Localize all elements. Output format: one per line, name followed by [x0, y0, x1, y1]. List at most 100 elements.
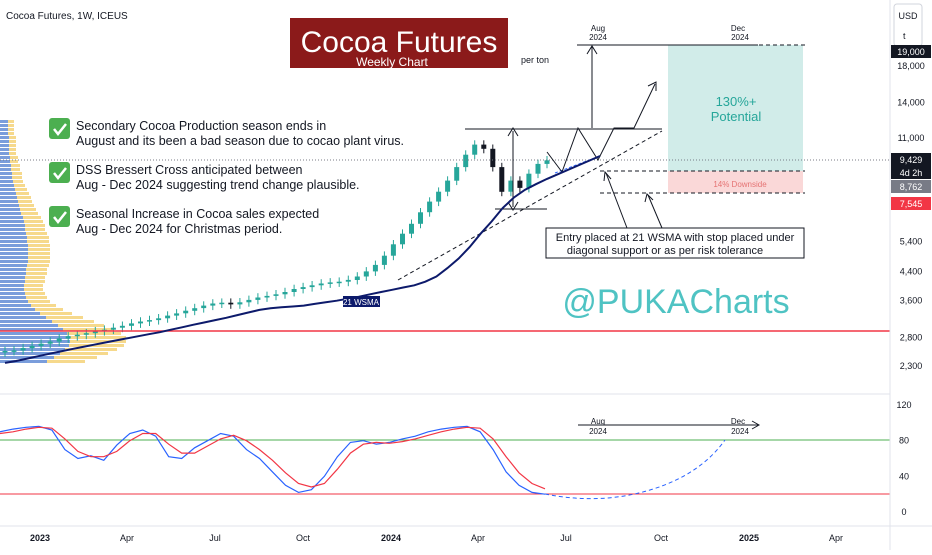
candle-body [156, 318, 162, 321]
candle-body [372, 264, 378, 272]
candle-body [282, 292, 288, 295]
candle-body [336, 281, 342, 284]
projection-arrowhead [647, 81, 657, 91]
aug-dec-osc-arrow [751, 420, 761, 430]
candle-body [445, 180, 451, 192]
candle-body [508, 180, 514, 192]
volume-bar-down [0, 184, 14, 187]
candle-body [526, 173, 532, 188]
volume-bar-down [0, 240, 27, 243]
candle-body [47, 341, 53, 344]
check-icon [49, 118, 70, 139]
candle-body [481, 144, 487, 149]
candle-body [255, 297, 261, 300]
aug-label-top-1: Aug [591, 24, 605, 33]
price-tags: 19,000 9,429 4d 2h 8,762 7,545 [891, 45, 931, 210]
volume-bar-down [0, 228, 25, 231]
osc-tick-label: 40 [899, 471, 909, 481]
volume-bar-down [0, 316, 46, 319]
title-sub: Weekly Chart [356, 55, 428, 69]
volume-bar-down [0, 204, 19, 207]
wsma-tag-label: 21 WSMA [343, 298, 380, 307]
osc-red-line [0, 426, 546, 490]
potential-label-2: Potential [711, 109, 762, 124]
candle-body [409, 223, 414, 234]
candle-body [472, 144, 478, 155]
volume-bar-down [0, 272, 26, 275]
aug-arrowhead [586, 45, 598, 55]
time-tick-label: 2025 [739, 533, 759, 543]
time-ticks: 2023 Apr Jul Oct 2024 Apr Jul Oct 2025 Apr [30, 533, 843, 543]
volume-bar-down [0, 144, 9, 147]
price-tick-label: 3,600 [900, 296, 923, 306]
candle-body [345, 279, 351, 282]
volume-bar-down [0, 188, 15, 191]
entry-note-2: diagonal support or as per risk toleranc… [567, 245, 763, 257]
volume-bar-down [0, 356, 54, 359]
price-tag [891, 153, 931, 166]
volume-bar-down [0, 304, 31, 307]
time-tick-label: Apr [471, 533, 485, 543]
candle-body [119, 325, 125, 328]
candle-body [29, 345, 35, 349]
candle-body [418, 212, 423, 224]
volume-bar-down [0, 164, 11, 167]
volume-bar-down [0, 148, 9, 151]
candle-body [192, 308, 198, 311]
candle-body [535, 163, 541, 174]
volume-bar-down [0, 248, 28, 251]
price-tick-label: 14,000 [897, 98, 925, 108]
volume-bar-down [0, 168, 11, 171]
candle-body [499, 167, 505, 192]
candle-body [381, 255, 387, 265]
check-icon [49, 162, 70, 183]
downside-label: 14% Downside [713, 180, 767, 189]
volume-bar-down [0, 224, 25, 227]
volume-bar-down [0, 180, 13, 183]
volume-bar-down [0, 252, 28, 255]
price-tag-label: 9,429 [900, 155, 923, 165]
candle-body [354, 276, 360, 280]
volume-bar-down [0, 340, 70, 343]
candle-body [92, 331, 98, 334]
note-line-2: Aug - Dec 2024 for Christmas period. [76, 222, 282, 236]
candle-body [544, 160, 550, 164]
price-tick-label: 5,400 [900, 237, 923, 247]
notes-list: Secondary Cocoa Production season ends i… [49, 118, 404, 236]
price-tick-label: 4,400 [900, 266, 923, 276]
candle-body [56, 338, 62, 342]
time-tick-label: Oct [654, 533, 669, 543]
volume-bar-down [0, 124, 8, 127]
price-tag [891, 45, 931, 58]
entry-note-box [545, 227, 805, 259]
price-tag [891, 180, 931, 193]
osc-ticks: 120 80 40 0 [896, 400, 911, 517]
osc-tick-label: 0 [901, 507, 906, 517]
volume-bar-down [0, 268, 26, 271]
candle-body [427, 201, 433, 213]
volume-bar-down [0, 172, 12, 175]
volume-bar-down [0, 136, 9, 139]
price-tick-label: 18,000 [897, 61, 925, 71]
candle-body [147, 320, 152, 322]
candle-body [165, 315, 171, 319]
volume-bar-down [0, 160, 10, 163]
volume-bar-down [0, 296, 26, 299]
volume-bar-down [0, 312, 40, 315]
volume-bar-down [0, 292, 25, 295]
volume-bar-down [0, 320, 52, 323]
volume-profile [0, 120, 126, 363]
osc-blue-line [0, 425, 546, 495]
entry-pointer-2 [647, 194, 663, 229]
volume-bar-down [0, 276, 25, 279]
price-tag-label: 7,545 [900, 199, 923, 209]
candle-body [264, 295, 270, 298]
wsma-tag [343, 296, 380, 307]
candle-body [83, 333, 89, 335]
range-arrow-down [507, 201, 519, 211]
entry-pointer-2-head [644, 193, 654, 203]
volume-bar-down [0, 196, 17, 199]
check-mark-icon [53, 211, 67, 225]
